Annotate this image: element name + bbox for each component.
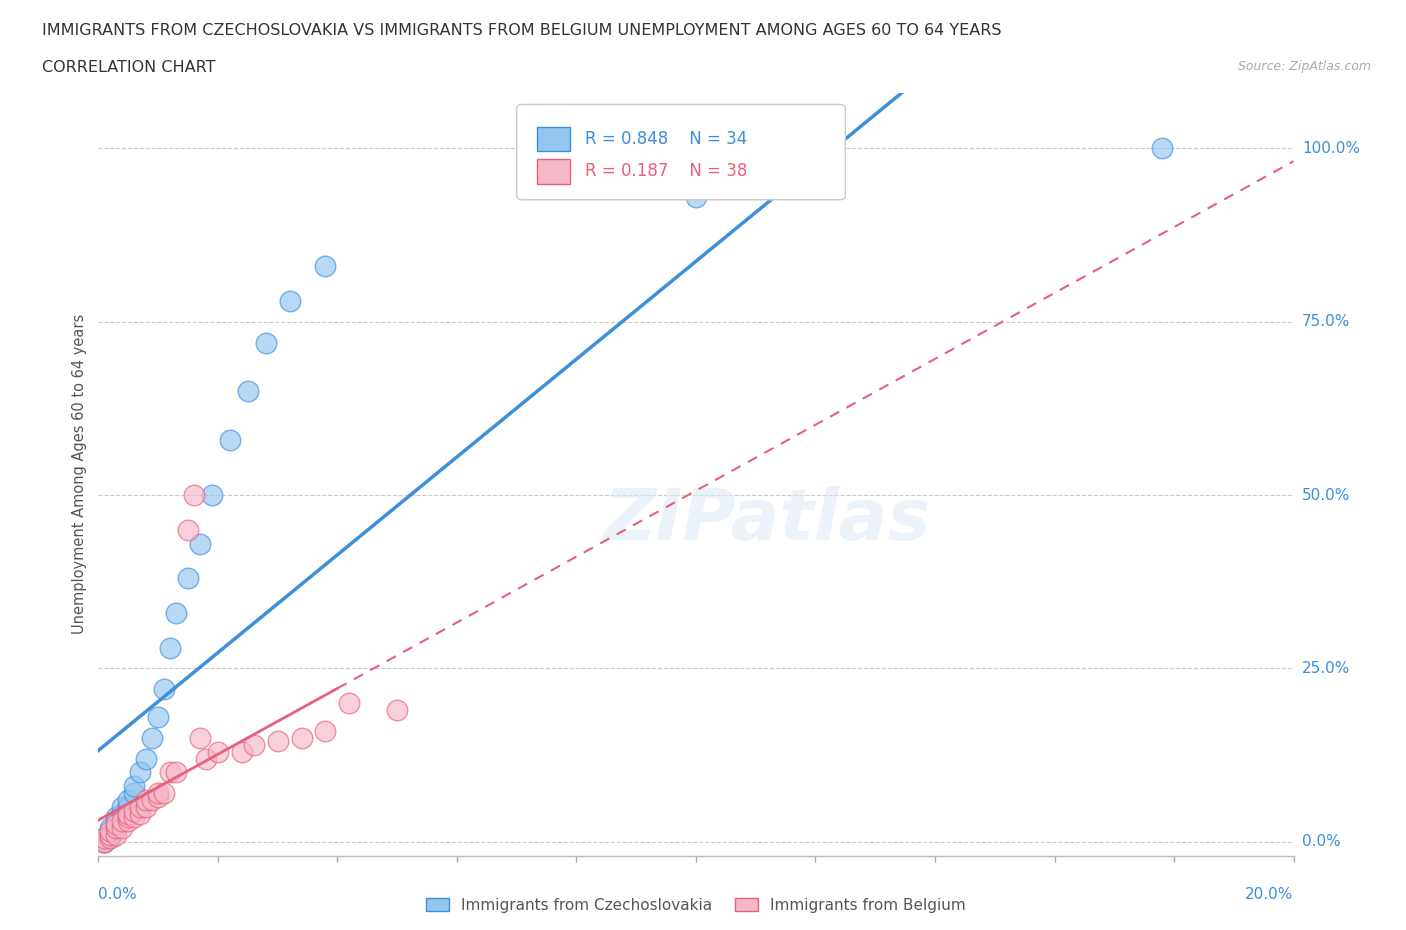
Point [117,792,139,807]
Point [339,696,361,711]
Point [93,830,115,845]
Y-axis label: Unemployment Among Ages 60 to 64 years: Unemployment Among Ages 60 to 64 years [72,314,87,634]
Point [105,828,128,843]
Point [177,571,200,586]
Point [165,605,187,620]
Point [98,830,122,845]
FancyBboxPatch shape [517,104,845,200]
Point [315,259,337,273]
Point [148,790,170,804]
Point [105,817,128,831]
Text: ZIPatlas: ZIPatlas [605,485,931,554]
Point [124,804,146,818]
Point [111,820,134,835]
Text: Source: ZipAtlas.com: Source: ZipAtlas.com [1237,60,1371,73]
Point [117,800,139,815]
Point [183,487,205,502]
Point [207,744,229,759]
Text: 100.0%: 100.0% [1302,141,1360,156]
Point [105,810,128,825]
Point [93,834,115,849]
Point [165,765,187,780]
Point [111,814,134,829]
Point [315,724,337,738]
Text: 20.0%: 20.0% [1246,887,1294,902]
Point [98,824,122,839]
Text: R = 0.187    N = 38: R = 0.187 N = 38 [585,163,747,180]
Point [93,834,115,849]
Point [117,810,139,825]
Point [201,487,224,502]
Point [243,737,266,752]
Point [105,814,128,829]
Legend: Immigrants from Czechoslovakia, Immigrants from Belgium: Immigrants from Czechoslovakia, Immigran… [426,897,966,912]
Text: 0.0%: 0.0% [1302,834,1340,849]
Point [98,828,122,843]
Point [105,820,128,835]
Point [105,817,128,831]
Point [236,384,259,399]
Point [105,820,128,835]
Point [148,710,170,724]
Text: 25.0%: 25.0% [1302,661,1350,676]
Point [278,294,301,309]
Point [177,523,200,538]
Point [188,537,211,551]
Point [188,730,211,745]
Point [141,730,163,745]
Point [385,702,409,717]
Point [117,814,139,829]
Text: 0.0%: 0.0% [98,887,138,902]
Point [111,806,134,821]
Point [93,834,115,849]
Point [148,786,170,801]
Point [124,786,146,801]
Point [159,640,181,655]
Point [153,682,176,697]
Point [1152,141,1174,156]
Text: R = 0.848    N = 34: R = 0.848 N = 34 [585,130,747,148]
Text: CORRELATION CHART: CORRELATION CHART [42,60,215,75]
Point [93,830,115,845]
Point [98,828,122,843]
Point [219,432,242,447]
Point [98,820,122,835]
Point [98,830,122,845]
Point [685,190,707,205]
Point [141,792,163,807]
Point [195,751,218,766]
Point [135,751,157,766]
Point [231,744,253,759]
Point [291,730,314,745]
Point [159,765,181,780]
Text: IMMIGRANTS FROM CZECHOSLOVAKIA VS IMMIGRANTS FROM BELGIUM UNEMPLOYMENT AMONG AGE: IMMIGRANTS FROM CZECHOSLOVAKIA VS IMMIGR… [42,23,1001,38]
Point [129,800,152,815]
Point [135,792,157,807]
Point [267,734,290,749]
Point [124,810,146,825]
Point [93,834,115,849]
Point [129,765,152,780]
Point [98,828,122,843]
Point [117,806,139,821]
Point [254,335,277,350]
Point [135,800,157,815]
Text: 75.0%: 75.0% [1302,314,1350,329]
Point [124,778,146,793]
Point [129,806,152,821]
Point [153,786,176,801]
Bar [537,159,571,183]
Point [111,800,134,815]
Bar [537,126,571,152]
Text: 50.0%: 50.0% [1302,487,1350,502]
